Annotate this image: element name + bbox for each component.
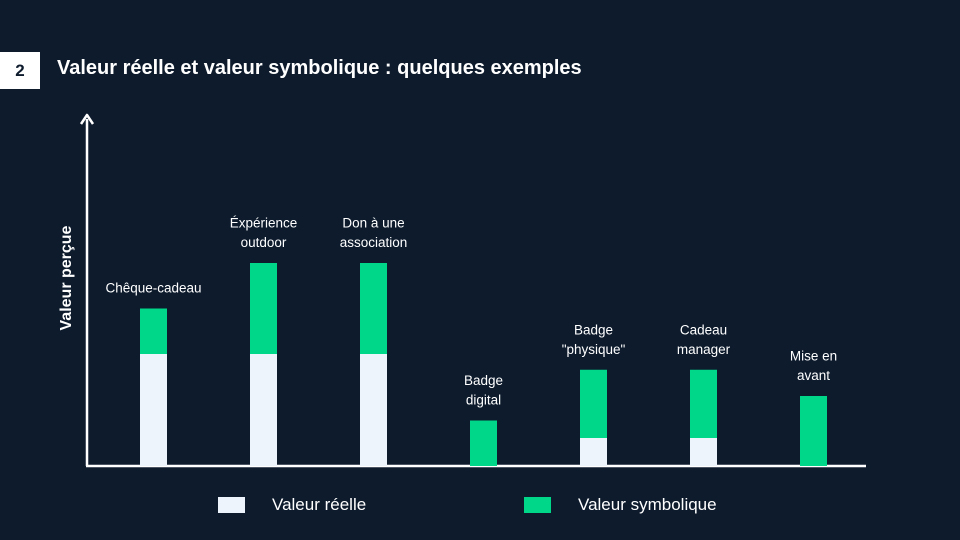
slide-title: Valeur réelle et valeur symbolique : que… bbox=[57, 57, 582, 79]
category-label: Cadeau manager bbox=[677, 322, 731, 357]
chart-axes: Valeur perçue bbox=[58, 113, 866, 468]
category-labels: Chêque-cadeau Éxpérience outdoor Don à une a… bbox=[105, 216, 837, 408]
category-label: Chêque-cadeau bbox=[105, 281, 201, 296]
y-axis-arrow-icon bbox=[79, 113, 95, 125]
bar-valeur-symbolique bbox=[800, 396, 827, 466]
category-label: Éxpérience outdoor bbox=[230, 216, 298, 251]
chart-bars bbox=[140, 263, 827, 466]
bar-valeur-symbolique bbox=[250, 263, 277, 354]
bar-valeur-symbolique bbox=[140, 308, 167, 354]
legend-swatch-reelle bbox=[218, 497, 245, 513]
bar-valeur-reelle bbox=[360, 354, 387, 466]
bar-valeur-symbolique bbox=[580, 369, 607, 438]
bar-valeur-reelle bbox=[140, 354, 167, 466]
bar-valeur-symbolique bbox=[470, 420, 497, 466]
category-label: Mise en avant bbox=[790, 349, 837, 384]
legend-swatch-symbolique bbox=[524, 497, 551, 513]
y-axis-label: Valeur perçue bbox=[58, 225, 75, 330]
bar-valeur-symbolique bbox=[360, 263, 387, 354]
category-label: Don à une association bbox=[340, 216, 408, 251]
bar-valeur-reelle bbox=[580, 438, 607, 466]
legend-label-symbolique: Valeur symbolique bbox=[578, 495, 717, 514]
legend-label-reelle: Valeur réelle bbox=[272, 495, 367, 514]
bar-valeur-reelle bbox=[690, 438, 717, 466]
slide-number: 2 bbox=[0, 52, 40, 89]
category-label: Badge "physique" bbox=[562, 322, 626, 357]
legend-item-valeur-symbolique: Valeur symbolique bbox=[524, 495, 717, 515]
category-label: Badge digital bbox=[464, 373, 503, 408]
legend-item-valeur-reelle: Valeur réelle bbox=[218, 495, 366, 515]
bar-valeur-reelle bbox=[250, 354, 277, 466]
bar-valeur-symbolique bbox=[690, 369, 717, 438]
